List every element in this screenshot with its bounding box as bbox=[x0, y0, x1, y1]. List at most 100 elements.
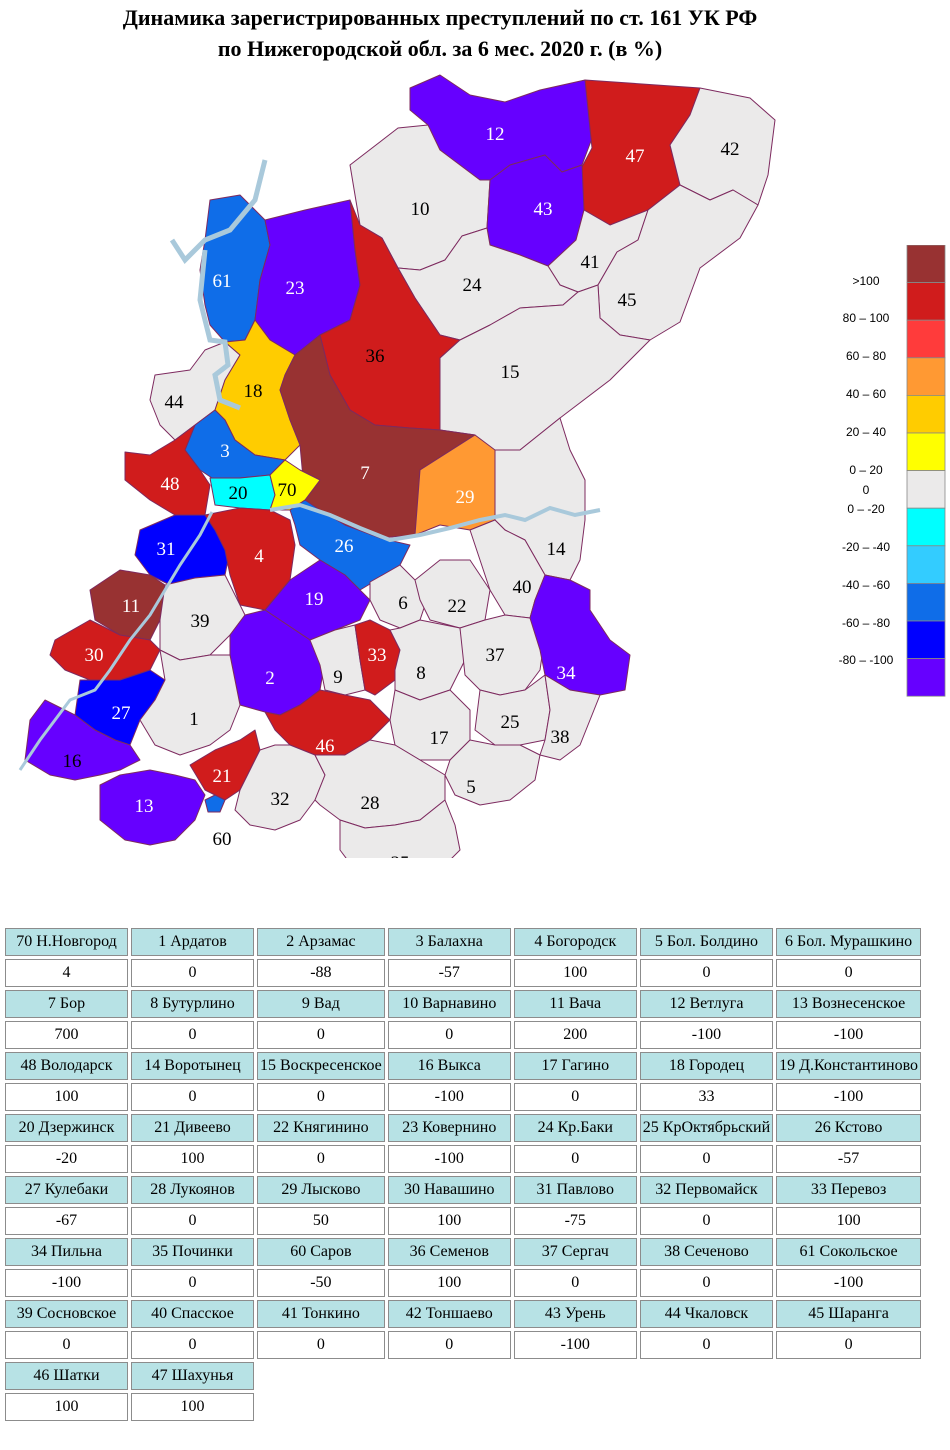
region-label-60: 60 bbox=[213, 829, 232, 850]
district-value-cell: 0 bbox=[387, 1331, 511, 1359]
region-label-41: 41 bbox=[581, 252, 600, 273]
region-label-42: 42 bbox=[721, 139, 740, 160]
region-label-22: 22 bbox=[448, 596, 467, 617]
legend-label-9: -40 – -60 bbox=[842, 578, 890, 592]
oka-river bbox=[18, 511, 214, 771]
table-name-row: 34 Пильна 35 Починки 60 Саров 36 Семенов 37 … bbox=[5, 1238, 922, 1266]
district-name-cell: 44 Чкаловск bbox=[639, 1300, 774, 1328]
region-60 bbox=[204, 794, 226, 813]
district-value-cell: 200 bbox=[513, 1021, 637, 1049]
color-legend: >100 80 – 100 60 – 80 40 – 60 20 – 40 0 – 20 0… bbox=[839, 245, 946, 697]
region-label-7: 7 bbox=[360, 463, 370, 484]
legend-swatch-0 bbox=[906, 245, 946, 283]
region-45 bbox=[597, 184, 759, 341]
table-value-row: -67 0 50 100 -75 0 100 bbox=[5, 1207, 922, 1235]
district-name-cell: 6 Бол. Мурашкино bbox=[776, 928, 922, 956]
district-name-cell: 37 Сергач bbox=[513, 1238, 637, 1266]
district-value-cell: 100 bbox=[131, 1393, 254, 1421]
district-value-cell: 0 bbox=[387, 1021, 511, 1049]
district-value-cell: 0 bbox=[131, 959, 254, 987]
region-label-40: 40 bbox=[513, 577, 532, 598]
region-label-6: 6 bbox=[398, 593, 408, 614]
region-label-28: 28 bbox=[361, 793, 380, 814]
district-name-cell: 61 Сокольское bbox=[776, 1238, 922, 1266]
region-label-11: 11 bbox=[122, 596, 140, 617]
district-name-cell: 35 Починки bbox=[131, 1238, 254, 1266]
district-value-cell: 700 bbox=[5, 1021, 128, 1049]
district-value-cell: -100 bbox=[639, 1021, 774, 1049]
region-label-26: 26 bbox=[335, 536, 354, 557]
legend-swatch-8 bbox=[906, 545, 946, 584]
district-value-cell: -100 bbox=[513, 1331, 637, 1359]
region-label-34: 34 bbox=[557, 663, 577, 684]
district-value-cell: 100 bbox=[513, 959, 637, 987]
region-label-23: 23 bbox=[286, 278, 305, 299]
region-label-35: 35 bbox=[391, 853, 410, 858]
district-name-cell: 27 Кулебаки bbox=[5, 1176, 128, 1204]
rivers bbox=[18, 159, 601, 771]
legend-swatch-1 bbox=[906, 282, 946, 321]
district-name-cell: 9 Вад bbox=[257, 990, 385, 1018]
legend-label-7: 0 – -20 bbox=[847, 502, 885, 516]
district-value-cell: -50 bbox=[257, 1269, 385, 1297]
district-data-table: 70 Н.Новгород 1 Ардатов 2 Арзамас 3 Балахна… bbox=[2, 925, 924, 1424]
region-label-36: 36 bbox=[366, 346, 385, 367]
region-8 bbox=[389, 619, 466, 701]
region-label-17: 17 bbox=[430, 728, 449, 749]
empty-cell bbox=[514, 1362, 637, 1390]
district-name-cell: 36 Семенов bbox=[387, 1238, 511, 1266]
region-label-37: 37 bbox=[486, 645, 505, 666]
empty-cell bbox=[514, 1393, 637, 1421]
region-13 bbox=[99, 769, 206, 846]
region-label-70: 70 bbox=[278, 480, 297, 501]
region-label-29: 29 bbox=[456, 487, 475, 508]
district-value-cell: -100 bbox=[776, 1021, 922, 1049]
district-name-cell: 43 Урень bbox=[513, 1300, 637, 1328]
district-name-cell: 47 Шахунья bbox=[131, 1362, 254, 1390]
district-value-cell: -100 bbox=[776, 1083, 922, 1111]
district-value-cell: 0 bbox=[5, 1331, 128, 1359]
region-label-32: 32 bbox=[271, 789, 290, 810]
region-label-9: 9 bbox=[333, 667, 343, 688]
district-name-cell: 40 Спасское bbox=[131, 1300, 254, 1328]
table-value-row: 4 0 -88 -57 100 0 0 bbox=[5, 959, 922, 987]
legend-swatch-2 bbox=[906, 319, 946, 359]
legend-label-5: 0 – 20 bbox=[849, 463, 883, 477]
district-value-cell: 0 bbox=[639, 1145, 774, 1173]
district-name-cell: 20 Дзержинск bbox=[5, 1114, 128, 1142]
table-name-row: 20 Дзержинск 21 Дивеево 22 Княгинино 23 Ков… bbox=[5, 1114, 922, 1142]
region-label-45: 45 bbox=[618, 290, 637, 311]
legend-swatch-9 bbox=[906, 583, 946, 622]
district-name-cell: 10 Варнавино bbox=[387, 990, 511, 1018]
region-label-39: 39 bbox=[191, 611, 210, 632]
legend-swatch-11 bbox=[906, 658, 946, 697]
district-name-cell: 12 Ветлуга bbox=[639, 990, 774, 1018]
region-1 bbox=[139, 649, 241, 756]
district-name-cell: 33 Перевоз bbox=[776, 1176, 922, 1204]
table-value-row: 0 0 0 0 -100 0 0 bbox=[5, 1331, 922, 1359]
legend-label-10: -60 – -80 bbox=[842, 616, 890, 630]
region-label-61: 61 bbox=[213, 271, 232, 292]
region-label-44: 44 bbox=[165, 392, 185, 413]
table-name-row: 27 Кулебаки 28 Лукоянов 29 Лысково 30 Наваш… bbox=[5, 1176, 922, 1204]
region-label-19: 19 bbox=[305, 589, 324, 610]
district-name-cell: 25 КрОктябрьский bbox=[639, 1114, 774, 1142]
region-label-43: 43 bbox=[534, 199, 553, 220]
district-value-cell: -57 bbox=[387, 959, 511, 987]
table-name-row: 39 Сосновское 40 Спасское 41 Тонкино 42 Тон… bbox=[5, 1300, 922, 1328]
district-value-cell: 0 bbox=[639, 1331, 774, 1359]
legend-label-2: 60 – 80 bbox=[846, 349, 886, 363]
district-name-cell: 17 Гагино bbox=[513, 1052, 637, 1080]
district-value-cell: -100 bbox=[776, 1269, 922, 1297]
region-polygons bbox=[24, 74, 776, 858]
district-value-cell: 0 bbox=[257, 1331, 385, 1359]
legend-swatch-4 bbox=[906, 394, 946, 434]
region-label-31: 31 bbox=[157, 539, 176, 560]
district-value-cell: 50 bbox=[257, 1207, 385, 1235]
district-value-cell: 0 bbox=[131, 1083, 254, 1111]
title-line-1: Динамика зарегистрированных преступлений… bbox=[122, 5, 758, 30]
region-label-3: 3 bbox=[220, 441, 230, 462]
region-label-46: 46 bbox=[316, 736, 335, 757]
region-38 bbox=[539, 674, 601, 761]
